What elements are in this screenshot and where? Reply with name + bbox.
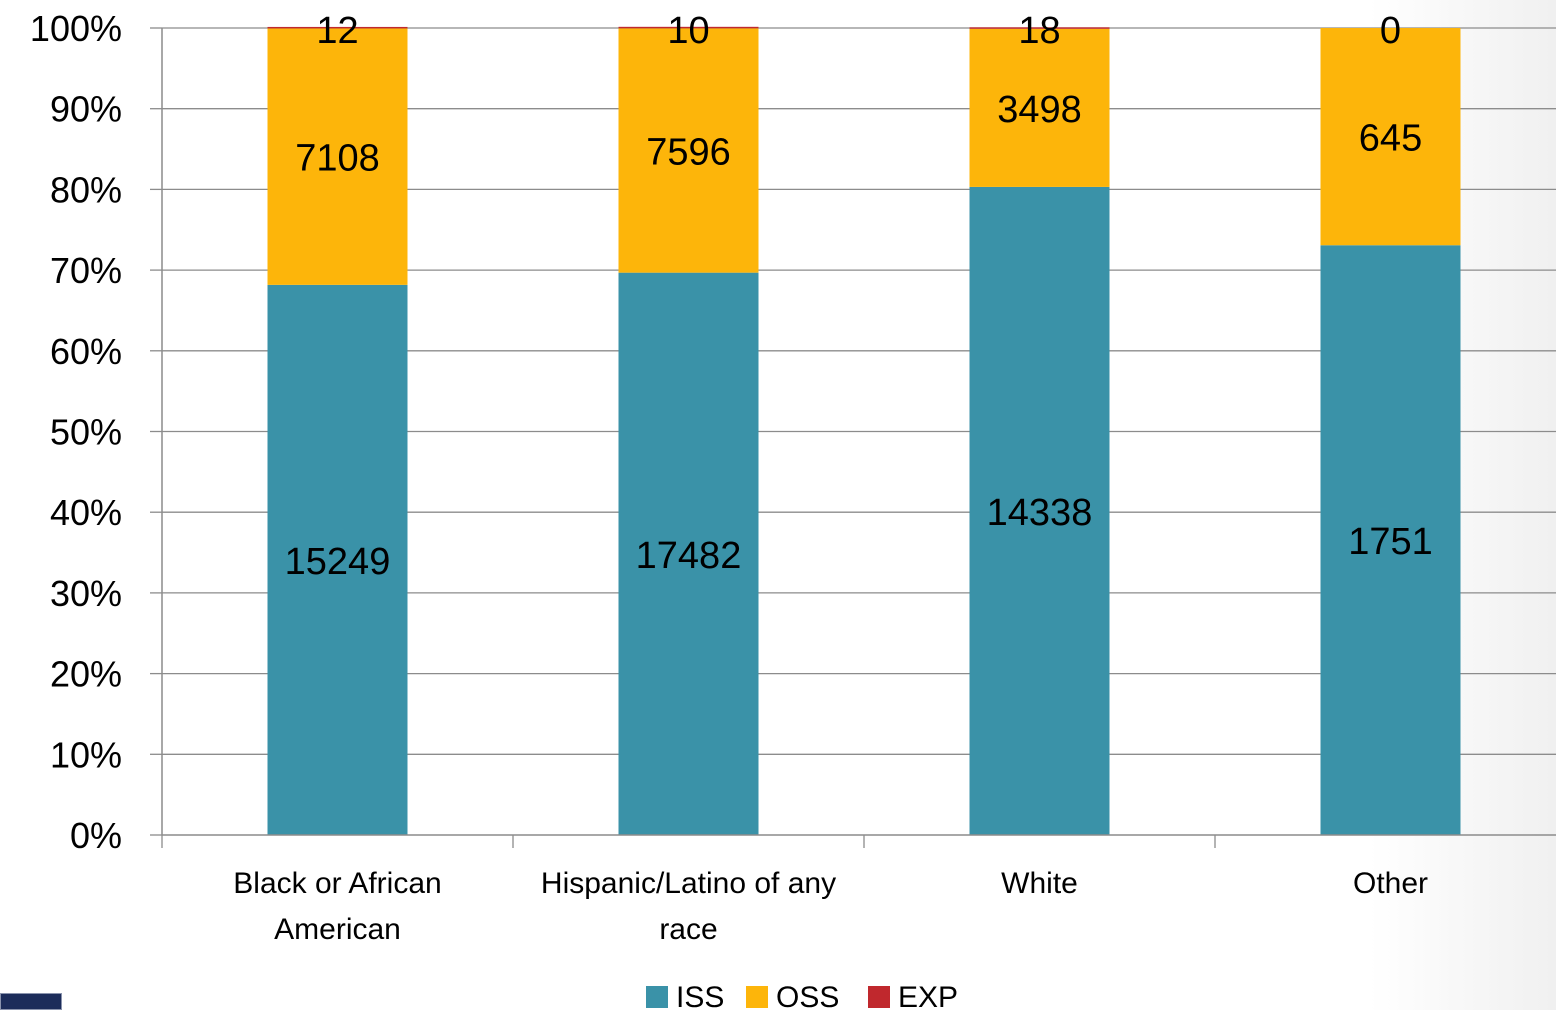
y-tick-label: 60% [50,331,122,372]
legend-label-iss: ISS [676,981,724,1010]
y-tick-label: 50% [50,412,122,453]
bar-segment-exp [267,26,408,29]
data-label-oss: 7596 [646,131,731,173]
x-category-label: race [659,913,717,946]
bar-segment-oss [618,28,759,273]
data-label-exp: 18 [1018,10,1060,52]
bar-segment-iss [969,186,1110,836]
bar-segment-oss [1320,28,1461,246]
bar-segment-iss [618,272,759,835]
y-tick-label: 10% [50,734,122,775]
legend-label-oss: OSS [776,981,839,1010]
y-tick-label: 70% [50,250,122,291]
bars [267,26,1461,836]
data-label-iss: 17482 [636,535,742,577]
legend-swatch-oss [746,986,768,1008]
legend-swatch-exp [868,986,890,1008]
bar-segment-exp [969,27,1110,29]
data-label-iss: 1751 [1348,521,1433,563]
y-tick-label: 80% [50,169,122,210]
data-label-exp: 10 [667,10,709,52]
axes: 0% 10% 20% 30% 40% 50% 60% 70% 80% 90% 100% Black o… [30,8,1556,946]
data-labels: 15249 7108 12 17482 7596 10 14338 3498 18 1751 645… [285,10,1433,583]
y-tick-label: 20% [50,654,122,695]
data-label-oss: 3498 [997,89,1082,131]
data-label-iss: 14338 [987,492,1093,534]
data-label-exp: 0 [1380,10,1401,52]
bar-segment-oss [969,28,1110,187]
y-tick-label: 40% [50,492,122,533]
data-label-oss: 645 [1359,118,1422,160]
data-label-exp: 12 [316,10,358,52]
legend-swatch-iss [646,986,668,1008]
x-category-label: Hispanic/Latino of any [541,867,836,900]
y-tick-label: 90% [50,89,122,130]
x-category-label: White [1001,867,1078,900]
bar-segment-iss [267,284,408,835]
x-category-label: Other [1353,867,1428,900]
y-tick-label: 100% [30,8,122,49]
x-category-label: American [274,913,401,946]
bar-segment-iss [1320,245,1461,836]
legend: ISS OSS EXP [646,981,958,1010]
data-label-oss: 7108 [295,138,380,180]
bar-segment-oss [267,28,408,285]
x-category-label: Black or African [233,867,441,900]
legend-label-exp: EXP [898,981,958,1010]
state-seal-logo [0,993,62,1010]
y-tick-label: 0% [70,815,122,856]
bar-segment-exp [618,26,759,29]
data-label-iss: 15249 [285,541,391,583]
y-tick-label: 30% [50,573,122,614]
